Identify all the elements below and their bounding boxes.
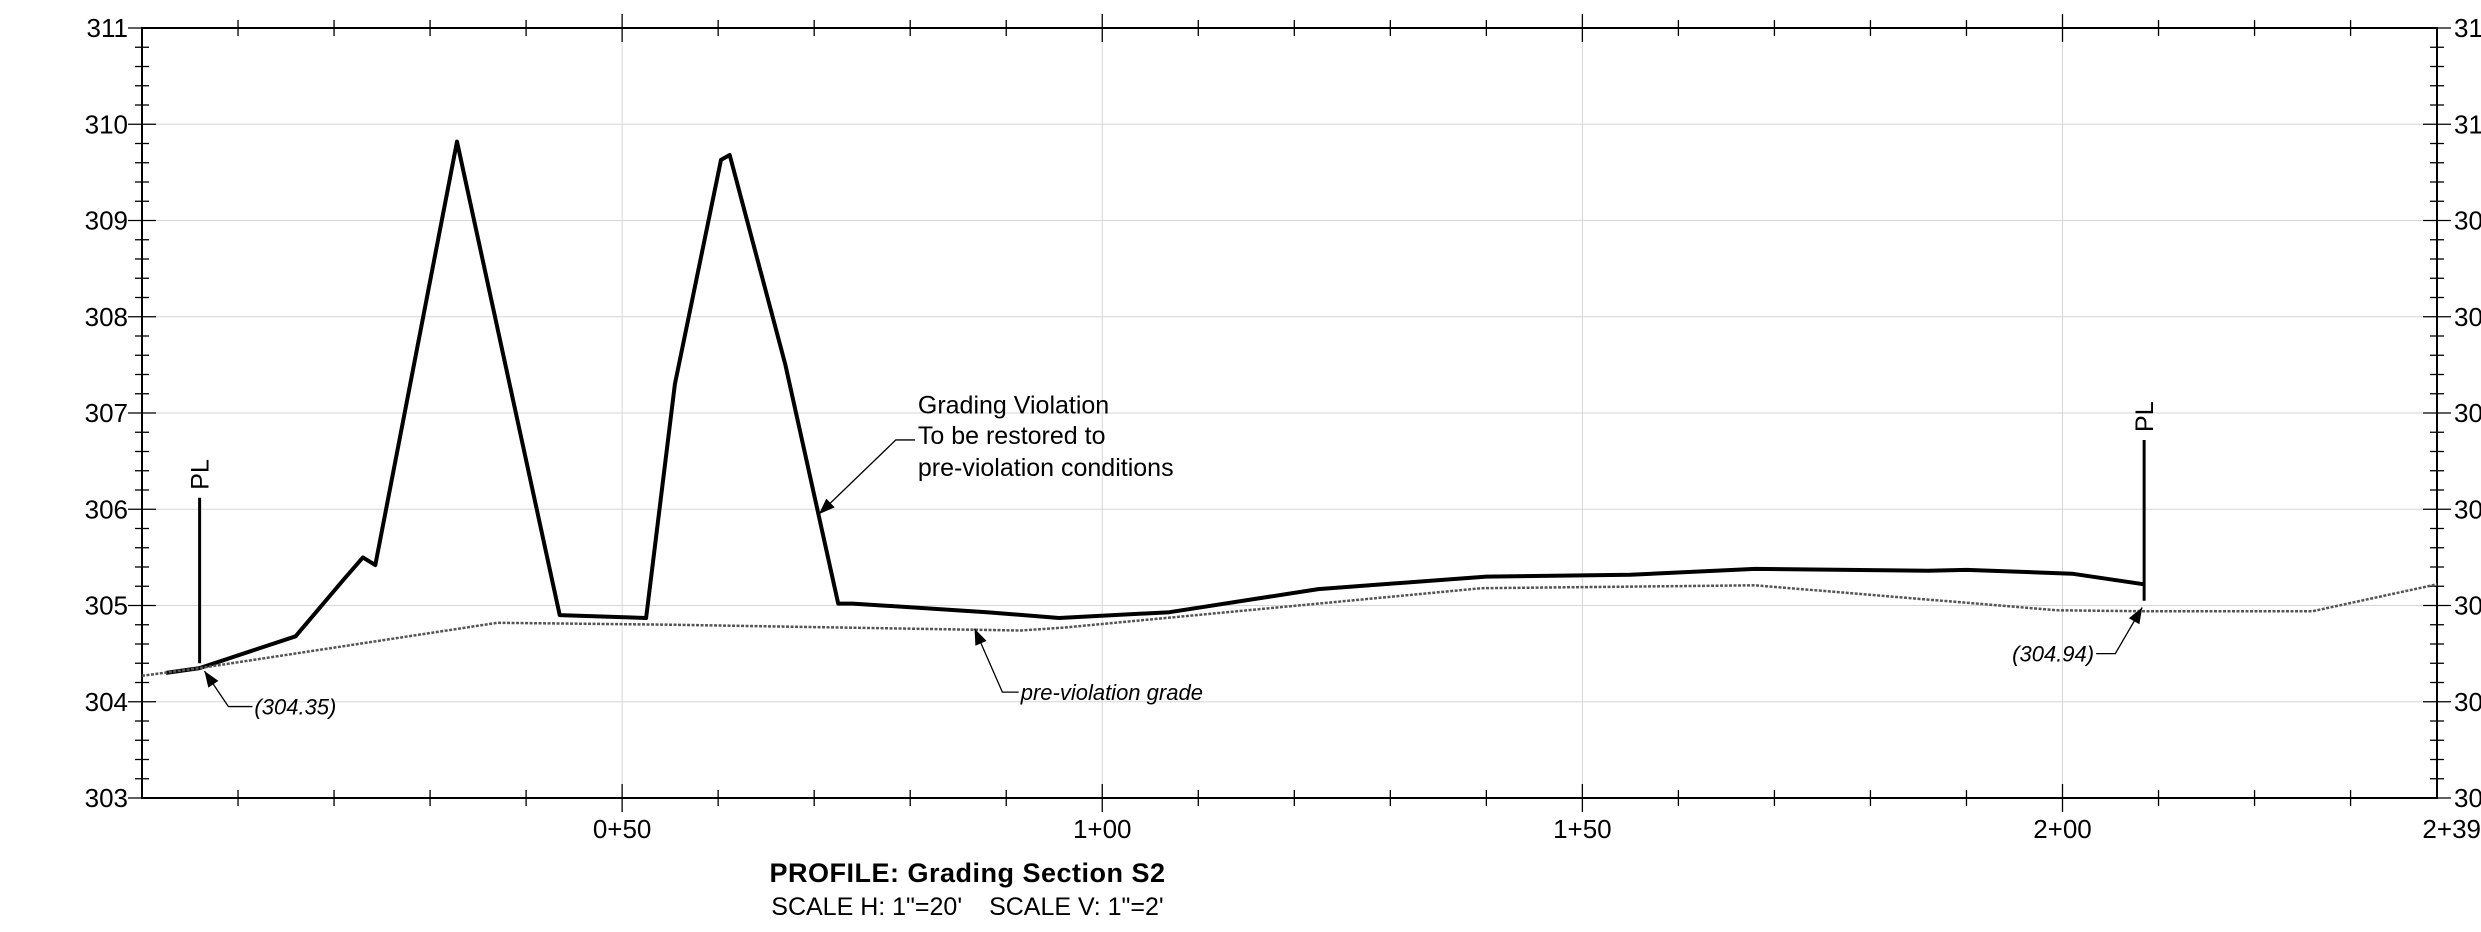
x-tick-label: 2+39	[2422, 814, 2481, 844]
existing-grade-line	[165, 139, 2145, 675]
pre-violation-label: pre-violation grade	[1020, 680, 1203, 705]
x-axis-labels: 0+50 1+00 1+50 2+00 2+39	[593, 814, 2481, 844]
y-tick-label: 310	[85, 109, 128, 139]
pre-violation-grade-line	[141, 583, 2438, 678]
y-tick-label-right: 30	[2454, 398, 2481, 428]
y-tick-label: 307	[85, 398, 128, 428]
pl-right-label: PL	[2131, 401, 2159, 432]
y-tick-label-right: 31	[2454, 13, 2481, 43]
y-tick-label-right: 30	[2454, 494, 2481, 524]
y-tick-label-right: 31	[2454, 109, 2481, 139]
y-tick-label-right: 30	[2454, 783, 2481, 813]
scale-vertical: SCALE V: 1"=2'	[989, 893, 1164, 921]
y-tick-label: 305	[85, 591, 128, 621]
violation-leader	[818, 439, 916, 515]
x-tick-label: 0+50	[593, 814, 652, 844]
pl-left-elevation: (304.35)	[254, 695, 336, 720]
pl-right-leader	[2096, 607, 2143, 655]
y-tick-label-right: 30	[2454, 591, 2481, 621]
x-tick-label: 1+50	[1553, 814, 1612, 844]
series-layer	[141, 139, 2438, 678]
plot-frame	[141, 27, 2438, 799]
y-axis-labels-right: 30 30 30 30 30 30 30 31 31	[2454, 13, 2481, 813]
y-axis-labels: 303 304 305 306 307 308 309 310 311	[85, 13, 128, 813]
violation-label-line-3: pre-violation conditions	[918, 454, 1174, 482]
violation-label-line-1: Grading Violation	[918, 391, 1109, 419]
pl-left-label: PL	[187, 459, 215, 490]
y-tick-label: 311	[87, 13, 128, 43]
y-tick-label: 304	[85, 687, 128, 717]
scale-horizontal: SCALE H: 1"=20'	[771, 893, 963, 921]
y-tick-label: 308	[85, 302, 128, 332]
profile-scale: SCALE H: 1"=20' SCALE V: 1"=2'	[0, 893, 1935, 922]
grid-lines	[142, 28, 2437, 798]
pre-violation-leader	[973, 628, 1019, 693]
violation-label-line-2: To be restored to	[918, 422, 1106, 450]
x-tick-label: 2+00	[2033, 814, 2092, 844]
y-tick-label: 309	[85, 206, 128, 236]
pl-left-leader	[203, 670, 253, 708]
y-tick-label: 303	[85, 783, 128, 813]
profile-title: PROFILE: Grading Section S2	[769, 858, 1166, 888]
y-tick-label-right: 30	[2454, 206, 2481, 236]
y-tick-label-right: 30	[2454, 302, 2481, 332]
y-tick-label: 306	[85, 494, 128, 524]
annotations: PL (304.35) PL (304.94) Grading Violatio…	[187, 391, 2160, 719]
x-tick-label: 1+00	[1073, 814, 1132, 844]
pl-right-elevation: (304.94)	[2012, 642, 2094, 667]
y-tick-label-right: 30	[2454, 687, 2481, 717]
